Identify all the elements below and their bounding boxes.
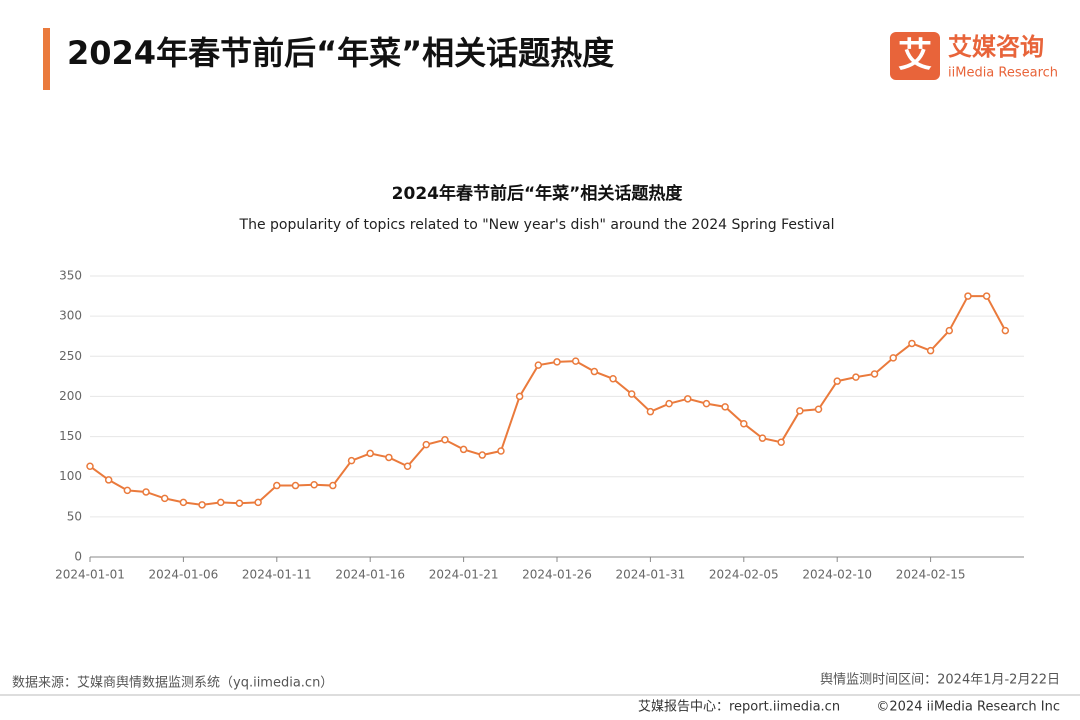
- point: [403, 462, 412, 471]
- point: [590, 367, 599, 376]
- logo-mark: 艾: [898, 36, 932, 76]
- x-tick-label: 2024-02-10: [802, 568, 872, 582]
- chart-title: 2024年春节前后“年菜”相关话题热度: [392, 183, 684, 204]
- point: [273, 481, 281, 490]
- x-tick-label: 2024-02-15: [896, 568, 966, 582]
- point: [217, 498, 225, 507]
- y-tick-label: 200: [59, 389, 82, 403]
- logo-en: iiMedia Research: [948, 66, 1058, 81]
- point: [86, 462, 94, 471]
- point: [422, 440, 430, 449]
- point: [142, 488, 150, 496]
- point: [198, 501, 206, 509]
- point: [534, 361, 543, 369]
- point: [926, 346, 935, 355]
- point: [104, 476, 113, 484]
- point: [796, 407, 804, 415]
- point: [347, 456, 356, 465]
- point: [1001, 326, 1010, 335]
- point: [160, 494, 169, 503]
- point: [441, 436, 449, 444]
- x-tick-label: 2024-01-31: [616, 568, 686, 582]
- point: [964, 292, 972, 300]
- point: [740, 419, 748, 428]
- point: [721, 403, 729, 411]
- point: [777, 438, 785, 446]
- point: [814, 405, 823, 414]
- y-tick-label: 50: [67, 509, 82, 523]
- x-tick-label: 2024-02-05: [709, 568, 779, 582]
- page-title: 2024年春节前后“年菜”相关话题热度: [67, 34, 614, 72]
- point: [179, 498, 188, 507]
- y-tick-label: 350: [59, 269, 82, 283]
- y-tick-label: 300: [59, 309, 82, 323]
- point: [385, 453, 393, 462]
- source-note: 数据来源：艾媒商舆情数据监测系统（yq.iimedia.cn）: [12, 676, 333, 691]
- logo-box: [890, 32, 940, 80]
- logo-name: 艾媒咨询: [948, 33, 1044, 61]
- point: [702, 399, 711, 408]
- point: [478, 451, 487, 459]
- x-tick-label: 2024-01-16: [335, 568, 405, 582]
- point: [889, 354, 897, 362]
- copyright: ©2024 iiMedia Research Inc: [876, 700, 1060, 715]
- point: [908, 339, 916, 348]
- point: [852, 373, 860, 381]
- point: [758, 434, 767, 442]
- title-accent: [43, 28, 50, 90]
- point: [945, 326, 954, 335]
- report-center: 艾媒报告中心：report.iimedia.cn: [638, 700, 840, 715]
- point: [553, 358, 561, 366]
- point: [870, 370, 879, 378]
- x-tick-label: 2024-01-11: [242, 568, 312, 582]
- point: [366, 449, 374, 458]
- period-note: 舆情监测时间区间：2024年1月-2月22日: [820, 673, 1060, 688]
- point: [291, 481, 300, 490]
- line: [89, 295, 1007, 506]
- point: [571, 357, 580, 365]
- point: [497, 447, 505, 455]
- point: [627, 390, 636, 398]
- chart-subtitle: The popularity of topics related to "New…: [239, 217, 835, 233]
- y-tick-label: 100: [59, 469, 82, 483]
- x-tick-label: 2024-01-06: [149, 568, 219, 582]
- point: [515, 392, 524, 401]
- point: [459, 445, 468, 454]
- point: [609, 375, 617, 383]
- x-tick-label: 2024-01-26: [522, 568, 592, 582]
- point: [982, 292, 991, 300]
- point: [684, 395, 692, 403]
- y-tick-label: 0: [74, 550, 82, 564]
- point: [310, 480, 318, 489]
- y-tick-label: 250: [59, 349, 82, 363]
- point: [329, 481, 337, 490]
- x-tick-label: 2024-01-01: [55, 568, 125, 582]
- point: [123, 486, 132, 495]
- point: [235, 499, 244, 507]
- y-tick-label: 150: [59, 429, 82, 443]
- point: [646, 407, 655, 416]
- point: [254, 498, 262, 507]
- x-tick-label: 2024-01-21: [429, 568, 499, 582]
- point: [833, 377, 841, 385]
- point: [665, 399, 673, 408]
